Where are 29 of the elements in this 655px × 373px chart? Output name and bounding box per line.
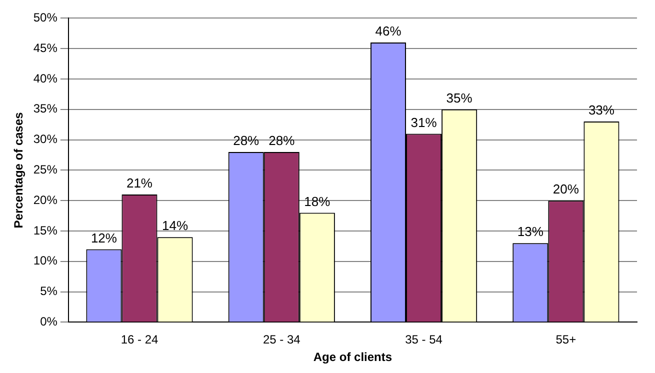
x-tick-label: 16 - 24 — [120, 332, 158, 347]
data-label: 12% — [90, 230, 118, 246]
x-tick-label: 25 - 34 — [262, 332, 301, 347]
data-label: 20% — [552, 182, 580, 197]
x-tick-label: 55+ — [556, 332, 576, 347]
y-tick-label: 35% — [33, 102, 58, 116]
x-tick-label: 35 - 54 — [405, 332, 443, 347]
y-tick-label: 15% — [33, 223, 58, 238]
y-tick-label: 50% — [33, 10, 58, 25]
y-tick-label: 10% — [33, 254, 58, 268]
data-label: 31% — [410, 114, 438, 130]
data-label: 18% — [304, 194, 331, 209]
data-label: 28% — [268, 133, 296, 148]
data-label: 35% — [446, 90, 473, 106]
data-label: 46% — [375, 24, 402, 39]
data-label: 21% — [126, 176, 153, 191]
y-axis-title: Percentage of cases — [12, 112, 26, 228]
y-tick-label: 25% — [33, 162, 58, 177]
data-label: 33% — [588, 102, 615, 118]
x-axis-title: Age of clients — [313, 350, 392, 364]
data-label: 14% — [162, 218, 188, 234]
y-tick-label: 20% — [33, 192, 58, 207]
data-label: 28% — [233, 133, 260, 148]
data-label: 13% — [517, 224, 544, 240]
y-tick-label: 5% — [40, 284, 58, 298]
y-tick-label: 30% — [33, 132, 58, 146]
y-tick-label: 0% — [40, 314, 58, 329]
y-tick-label: 45% — [33, 40, 58, 55]
y-tick-label: 40% — [33, 71, 58, 86]
